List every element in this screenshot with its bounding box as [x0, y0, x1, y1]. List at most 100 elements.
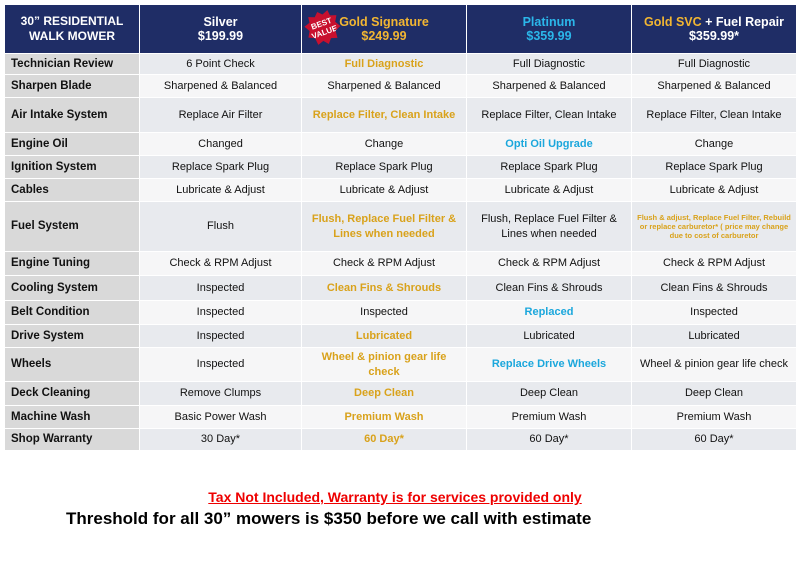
- cell: Premium Wash: [467, 406, 631, 428]
- plan-header: BEST VALUE Gold Signature $249.99: [302, 5, 466, 53]
- cell: Replace Spark Plug: [302, 156, 466, 178]
- plan-price: $359.99: [526, 29, 572, 43]
- plan-header: Platinum $359.99: [467, 5, 631, 53]
- cell: Inspected: [140, 276, 301, 300]
- cell: Deep Clean: [632, 382, 796, 405]
- row-label: Fuel System: [5, 202, 139, 251]
- cell: Check & RPM Adjust: [302, 252, 466, 275]
- table-row: Sharpen Blade Sharpened & Balanced Sharpen…: [5, 75, 796, 97]
- cell: 6 Point Check: [140, 54, 301, 74]
- cell: Check & RPM Adjust: [467, 252, 631, 275]
- row-label: Wheels: [5, 348, 139, 381]
- row-label: Machine Wash: [5, 406, 139, 428]
- cell: Clean Fins & Shrouds: [302, 276, 466, 300]
- comparison-table: 30” RESIDENTIAL WALK MOWER Silver $199.99…: [4, 4, 797, 451]
- cell: Changed: [140, 133, 301, 155]
- plan-price: $199.99: [197, 29, 244, 43]
- cell: Clean Fins & Shrouds: [467, 276, 631, 300]
- notice: Tax Not Included, Warranty is for servic…: [208, 489, 582, 505]
- cell: Replace Spark Plug: [140, 156, 301, 178]
- cell: Flush: [140, 202, 301, 251]
- cell: Sharpened & Balanced: [632, 75, 796, 97]
- cell: Sharpened & Balanced: [467, 75, 631, 97]
- table-row: Belt Condition Inspected Inspected Replaced…: [5, 301, 796, 324]
- cell: Inspected: [632, 301, 796, 324]
- cell: Full Diagnostic: [467, 54, 631, 74]
- table-row: Ignition System Replace Spark Plug Replace…: [5, 156, 796, 178]
- cell: Flush, Replace Fuel Filter & Lines when …: [302, 202, 466, 251]
- cell: Inspected: [140, 325, 301, 347]
- cell: Lubricate & Adjust: [467, 179, 631, 201]
- table-body: Technician Review 6 Point Check Full Diagn…: [5, 54, 796, 450]
- cell: Change: [632, 133, 796, 155]
- cell: Replace Filter, Clean Intake: [302, 98, 466, 132]
- row-label: Sharpen Blade: [5, 75, 139, 97]
- plan-price: $359.99*: [688, 29, 740, 43]
- cell: Replace Spark Plug: [632, 156, 796, 178]
- table-row: Deck Cleaning Remove Clumps Deep Clean Deep…: [5, 382, 796, 405]
- cell: Premium Wash: [302, 406, 466, 428]
- cell: Check & RPM Adjust: [632, 252, 796, 275]
- cell: Wheel & pinion gear life check: [632, 348, 796, 381]
- cell: Replace Drive Wheels: [467, 348, 631, 381]
- plan-header: Gold SVC + Fuel Repair $359.99*: [632, 5, 796, 53]
- cell: Lubricated: [467, 325, 631, 347]
- table-row: Cooling System Inspected Clean Fins & Shro…: [5, 276, 796, 300]
- cell: Full Diagnostic: [632, 54, 796, 74]
- cell: Replace Spark Plug: [467, 156, 631, 178]
- cell: Check & RPM Adjust: [140, 252, 301, 275]
- table-row: Engine Tuning Check & RPM Adjust Check & R…: [5, 252, 796, 275]
- cell: Replaced: [467, 301, 631, 324]
- cell: Inspected: [140, 301, 301, 324]
- table-row: Shop Warranty 30 Day* 60 Day* 60 Day* 60 Day…: [5, 429, 796, 450]
- cell: Clean Fins & Shrouds: [632, 276, 796, 300]
- row-label: Cooling System: [5, 276, 139, 300]
- cell: Lubricate & Adjust: [140, 179, 301, 201]
- cell: Sharpened & Balanced: [140, 75, 301, 97]
- corner-header: 30” RESIDENTIAL WALK MOWER: [5, 5, 139, 53]
- cell: Lubricate & Adjust: [302, 179, 466, 201]
- plan-price: $249.99: [361, 29, 407, 43]
- cell: Lubricate & Adjust: [632, 179, 796, 201]
- row-label: Engine Oil: [5, 133, 139, 155]
- row-label: Air Intake System: [5, 98, 139, 132]
- cell: Inspected: [302, 301, 466, 324]
- cell: Replace Filter, Clean Intake: [467, 98, 631, 132]
- cell: Sharpened & Balanced: [302, 75, 466, 97]
- cell: 60 Day*: [467, 429, 631, 450]
- cell: Wheel & pinion gear life check: [302, 348, 466, 381]
- cell: Inspected: [140, 348, 301, 381]
- threshold-note: Threshold for all 30” mowers is $350 bef…: [66, 509, 592, 528]
- cell: 60 Day*: [632, 429, 796, 450]
- row-label: Shop Warranty: [5, 429, 139, 450]
- header-row: 30” RESIDENTIAL WALK MOWER Silver $199.99…: [5, 5, 796, 53]
- row-label: Drive System: [5, 325, 139, 347]
- plan-name-suffix: + Fuel Repair: [705, 15, 784, 29]
- plan-name: Platinum: [522, 15, 576, 29]
- cell: Opti Oil Upgrade: [467, 133, 631, 155]
- cell: Remove Clumps: [140, 382, 301, 405]
- plan-name: Silver: [203, 15, 238, 29]
- table-row: Machine Wash Basic Power Wash Premium Wash…: [5, 406, 796, 428]
- row-label: Technician Review: [5, 54, 139, 74]
- plan-header: Silver $199.99: [140, 5, 301, 53]
- cell: Flush, Replace Fuel Filter & Lines when …: [467, 202, 631, 251]
- cell: Deep Clean: [302, 382, 466, 405]
- cell: Deep Clean: [467, 382, 631, 405]
- row-label: Cables: [5, 179, 139, 201]
- table-row: Technician Review 6 Point Check Full Diagn…: [5, 54, 796, 74]
- row-label: Ignition System: [5, 156, 139, 178]
- table-row: Fuel System Flush Flush, Replace Fuel Filt…: [5, 202, 796, 251]
- row-label: Belt Condition: [5, 301, 139, 324]
- table-row: Cables Lubricate & Adjust Lubricate & Adju…: [5, 179, 796, 201]
- cell: Flush & adjust, Replace Fuel Filter, Reb…: [632, 202, 796, 251]
- table-row: Wheels Inspected Wheel & pinion gear life …: [5, 348, 796, 381]
- table-row: Drive System Inspected Lubricated Lubricate…: [5, 325, 796, 347]
- cell: Lubricated: [302, 325, 466, 347]
- cell: 60 Day*: [302, 429, 466, 450]
- plan-name: Gold SVC: [644, 15, 702, 29]
- row-label: Engine Tuning: [5, 252, 139, 275]
- cell: Replace Air Filter: [140, 98, 301, 132]
- cell: Replace Filter, Clean Intake: [632, 98, 796, 132]
